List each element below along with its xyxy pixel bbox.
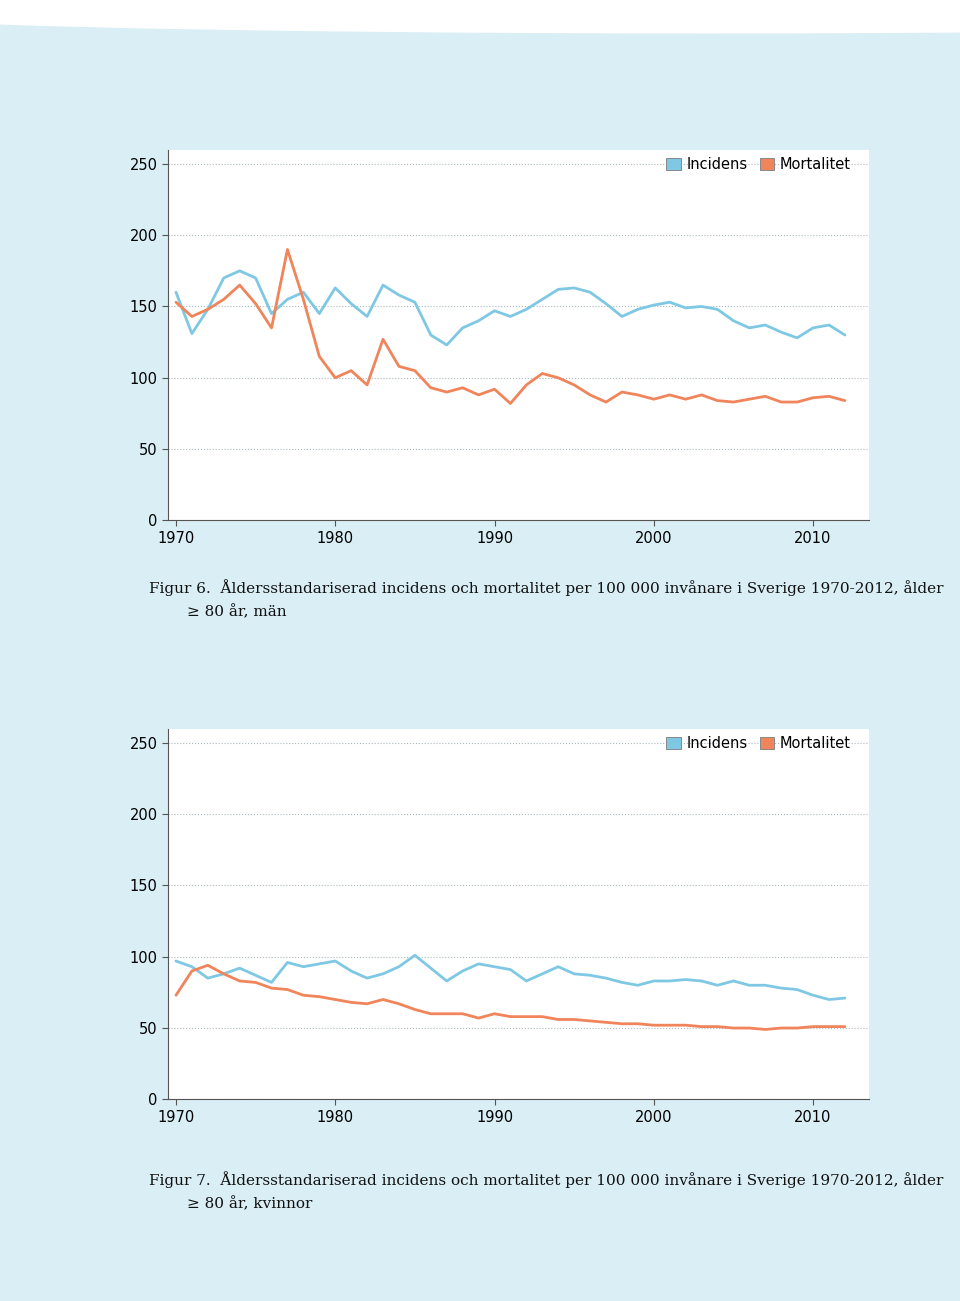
Legend: Incidens, Mortalitet: Incidens, Mortalitet: [666, 736, 851, 751]
Text: Figur 6.  Åldersstandariserad incidens och mortalitet per 100 000 invånare i Sve: Figur 6. Åldersstandariserad incidens oc…: [149, 579, 944, 596]
Text: ≥ 80 år, män: ≥ 80 år, män: [187, 605, 287, 619]
Circle shape: [0, 0, 960, 33]
Text: ≥ 80 år, kvinnor: ≥ 80 år, kvinnor: [187, 1197, 313, 1211]
Legend: Incidens, Mortalitet: Incidens, Mortalitet: [666, 157, 851, 172]
Text: Figur 7.  Åldersstandariserad incidens och mortalitet per 100 000 invånare i Sve: Figur 7. Åldersstandariserad incidens oc…: [149, 1171, 943, 1188]
